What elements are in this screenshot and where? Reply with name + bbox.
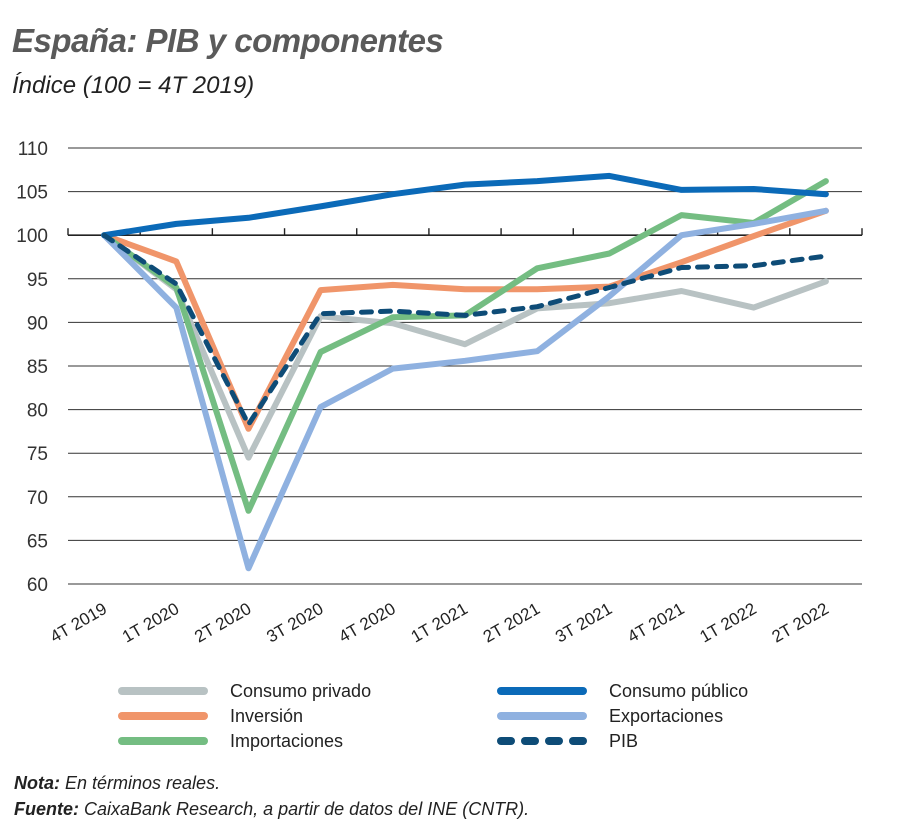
legend-item-consumo-privado: Consumo privado <box>118 678 371 704</box>
chart-title: España: PIB y componentes <box>12 22 444 59</box>
x-tick-label: 4T 2020 <box>336 599 399 646</box>
legend-dash-swatch <box>497 737 587 745</box>
legend-label: Exportaciones <box>609 705 724 726</box>
y-tick-label: 75 <box>27 444 48 465</box>
x-tick-label: 2T 2022 <box>769 599 832 646</box>
legend-label: Consumo público <box>609 680 749 701</box>
note-line: Nota: En términos reales. <box>14 770 529 796</box>
y-tick-label: 95 <box>27 270 48 291</box>
x-tick-label: 3T 2020 <box>263 599 326 646</box>
note-label: Nota: <box>14 773 60 793</box>
x-tick-label: 2T 2021 <box>480 599 543 646</box>
legend-label: PIB <box>609 730 639 751</box>
y-axis-ticks: 110 105 100 95 90 85 80 75 70 65 60 <box>16 139 48 596</box>
gridlines <box>68 147 862 585</box>
x-tick-label: 4T 2019 <box>47 599 110 646</box>
x-axis <box>67 228 863 236</box>
y-tick-label: 85 <box>27 357 48 378</box>
x-tick-label: 1T 2020 <box>119 599 182 646</box>
line-chart: 110 105 100 95 90 85 80 75 70 65 60 4T 2019 1T 2020… <box>16 139 863 647</box>
y-tick-label: 70 <box>27 488 48 509</box>
y-tick-label: 100 <box>16 226 48 247</box>
y-tick-label: 80 <box>27 401 48 422</box>
series-lines <box>101 172 829 572</box>
y-tick-label: 105 <box>16 183 48 204</box>
y-tick-label: 110 <box>18 139 48 160</box>
x-axis-ticks: 4T 2019 1T 2020 2T 2020 3T 2020 4T 2020 1T 20… <box>47 599 832 646</box>
legend: Consumo privado Consumo público Inversió… <box>0 678 900 758</box>
y-tick-label: 90 <box>27 313 48 334</box>
legend-swatch <box>497 712 587 720</box>
x-tick-label: 1T 2021 <box>408 599 471 646</box>
legend-item-consumo-publico: Consumo público <box>497 678 748 704</box>
legend-item-pib: PIB <box>497 728 638 754</box>
legend-item-inversion: Inversión <box>118 703 303 729</box>
legend-swatch <box>497 687 587 695</box>
source-label: Fuente: <box>14 799 79 819</box>
x-tick-label: 1T 2022 <box>696 599 759 646</box>
source-text: CaixaBank Research, a partir de datos de… <box>79 799 530 819</box>
y-tick-label: 60 <box>27 575 48 596</box>
x-tick-label: 2T 2020 <box>191 599 254 646</box>
series-line-consumo-publico <box>101 172 829 239</box>
x-tick-label: 3T 2021 <box>552 599 615 646</box>
legend-label: Consumo privado <box>230 680 372 701</box>
note-text: En términos reales. <box>60 773 221 793</box>
chart-notes: Nota: En términos reales. Fuente: CaixaB… <box>14 770 529 822</box>
legend-item-exportaciones: Exportaciones <box>497 703 723 729</box>
legend-swatch <box>118 687 208 695</box>
x-tick-label: 4T 2021 <box>624 599 687 646</box>
legend-label: Importaciones <box>230 730 344 751</box>
chart-subtitle: Índice (100 = 4T 2019) <box>12 72 255 99</box>
legend-swatch <box>118 712 208 720</box>
y-tick-label: 65 <box>27 531 48 552</box>
legend-swatch <box>118 737 208 745</box>
legend-item-importaciones: Importaciones <box>118 728 343 754</box>
source-line: Fuente: CaixaBank Research, a partir de … <box>14 796 529 822</box>
legend-label: Inversión <box>230 705 304 726</box>
